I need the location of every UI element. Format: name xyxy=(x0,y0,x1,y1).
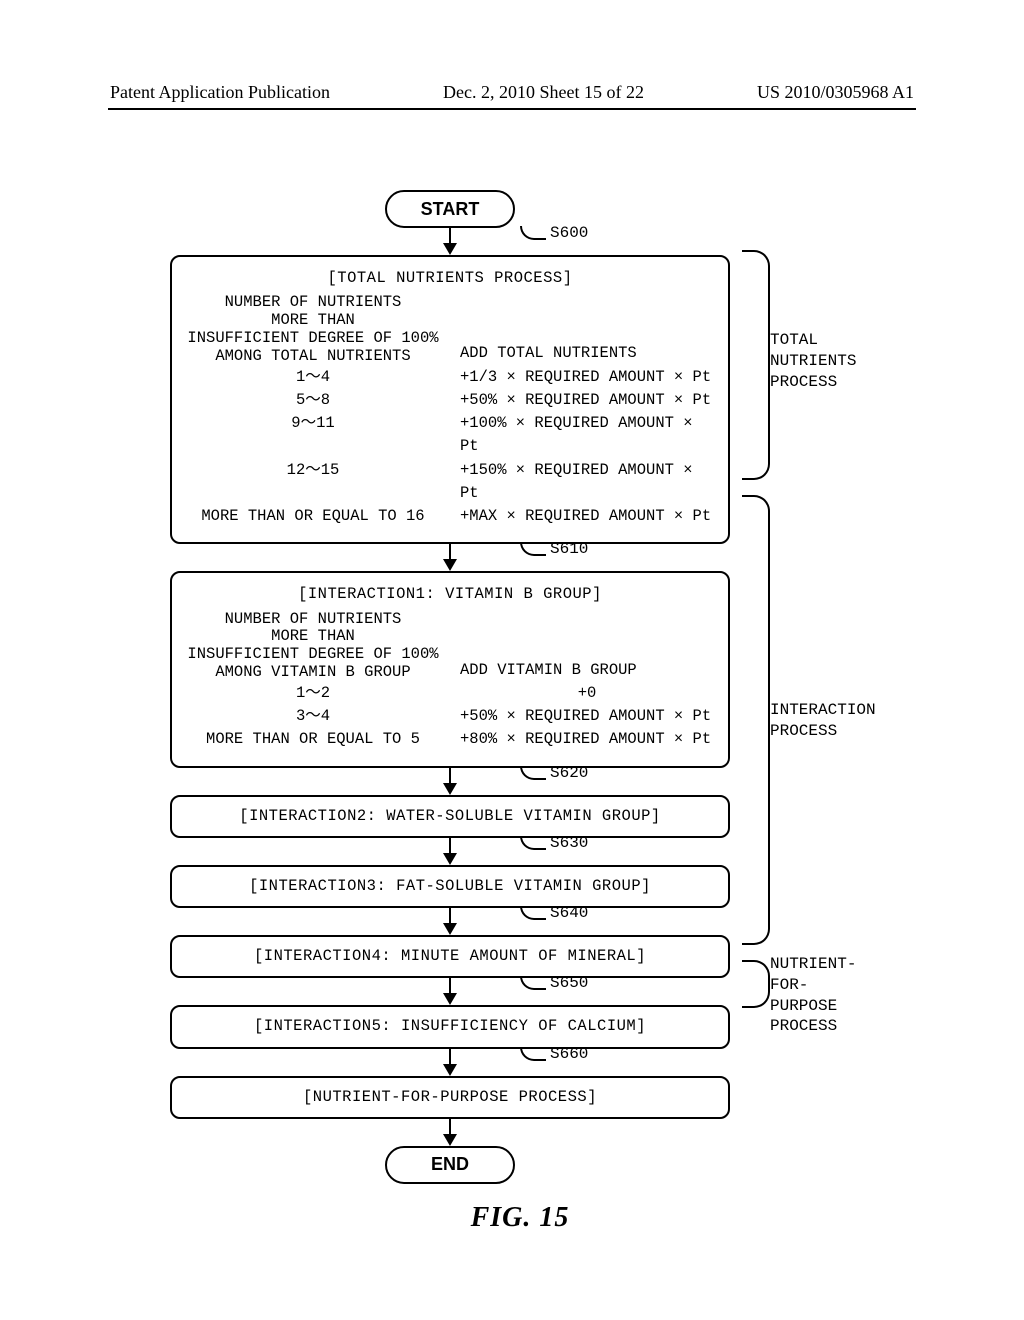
cell: 5～8 xyxy=(186,389,440,412)
arrow xyxy=(449,978,451,994)
box-title: [INTERACTION4: MINUTE AMOUNT OF MINERAL] xyxy=(186,945,714,968)
step-label-s630: S630 xyxy=(550,834,588,852)
arrow-head-icon xyxy=(443,783,457,795)
cell: +50% × REQUIRED AMOUNT × Pt xyxy=(460,705,714,728)
page: Patent Application Publication Dec. 2, 2… xyxy=(0,0,1024,1320)
cell: 1～2 xyxy=(186,682,440,705)
box-title: [TOTAL NUTRIENTS PROCESS] xyxy=(186,267,714,290)
bracket-purpose xyxy=(742,960,770,1008)
cell: +MAX × REQUIRED AMOUNT × Pt xyxy=(460,505,714,528)
arrow xyxy=(449,1049,451,1065)
box-title: [INTERACTION5: INSUFFICIENCY OF CALCIUM] xyxy=(186,1015,714,1038)
arrow-head-icon xyxy=(443,993,457,1005)
header-rule xyxy=(108,108,916,110)
cell: 12～15 xyxy=(186,459,440,506)
cell: +1/3 × REQUIRED AMOUNT × Pt xyxy=(460,366,714,389)
step-label-s640: S640 xyxy=(550,904,588,922)
figure-caption: FIG. 15 xyxy=(120,1202,920,1234)
arrow-head-icon xyxy=(443,1134,457,1146)
bracket-label-purpose: NUTRIENT- FOR-PURPOSE PROCESS xyxy=(770,954,856,1037)
flow-column: START S600 [TOTAL NUTRIENTS PROCESS] NUM… xyxy=(170,190,730,1184)
cell: +0 xyxy=(460,682,714,705)
start-terminal: START xyxy=(385,190,515,228)
cell: 1～4 xyxy=(186,366,440,389)
arrow xyxy=(449,838,451,854)
header-right: US 2010/0305968 A1 xyxy=(757,82,914,103)
arrow xyxy=(449,1119,451,1135)
cell: 3～4 xyxy=(186,705,440,728)
cell: +150% × REQUIRED AMOUNT × Pt xyxy=(460,459,714,506)
arrow xyxy=(449,908,451,924)
process-box-s610: [INTERACTION1: VITAMIN B GROUP] NUMBER O… xyxy=(170,571,730,767)
arrow xyxy=(449,544,451,560)
step-label-s600: S600 xyxy=(550,224,588,242)
cell: 9～11 xyxy=(186,412,440,459)
cell: +100% × REQUIRED AMOUNT × Pt xyxy=(460,412,714,459)
process-box-s600: [TOTAL NUTRIENTS PROCESS] NUMBER OF NUTR… xyxy=(170,255,730,544)
box-title: [NUTRIENT-FOR-PURPOSE PROCESS] xyxy=(186,1086,714,1109)
figure-area: START S600 [TOTAL NUTRIENTS PROCESS] NUM… xyxy=(120,190,920,1234)
bracket-label-interaction: INTERACTION PROCESS xyxy=(770,700,876,742)
box-title: [INTERACTION1: VITAMIN B GROUP] xyxy=(186,583,714,606)
end-label: END xyxy=(431,1154,469,1175)
col-header-right: ADD VITAMIN B GROUP xyxy=(460,659,714,682)
arrow-head-icon xyxy=(443,559,457,571)
arrow xyxy=(449,768,451,784)
end-terminal: END xyxy=(385,1146,515,1184)
arrow-head-icon xyxy=(443,853,457,865)
arrow-head-icon xyxy=(443,923,457,935)
box-title: [INTERACTION3: FAT-SOLUBLE VITAMIN GROUP… xyxy=(186,875,714,898)
process-box-s650: [INTERACTION5: INSUFFICIENCY OF CALCIUM] xyxy=(170,1005,730,1048)
col-header-right: ADD TOTAL NUTRIENTS xyxy=(460,342,714,365)
header-left: Patent Application Publication xyxy=(110,82,330,103)
bracket-total-nutrients xyxy=(742,250,770,480)
step-label-s620: S620 xyxy=(550,764,588,782)
cell: MORE THAN OR EQUAL TO 5 xyxy=(186,728,440,751)
process-box-s640: [INTERACTION4: MINUTE AMOUNT OF MINERAL] xyxy=(170,935,730,978)
start-label: START xyxy=(421,199,480,220)
process-box-s630: [INTERACTION3: FAT-SOLUBLE VITAMIN GROUP… xyxy=(170,865,730,908)
col-header-left: NUMBER OF NUTRIENTS MORE THAN INSUFFICIE… xyxy=(186,294,440,365)
cell: +80% × REQUIRED AMOUNT × Pt xyxy=(460,728,714,751)
process-box-s660: [NUTRIENT-FOR-PURPOSE PROCESS] xyxy=(170,1076,730,1119)
step-label-s660: S660 xyxy=(550,1045,588,1063)
process-box-s620: [INTERACTION2: WATER-SOLUBLE VITAMIN GRO… xyxy=(170,795,730,838)
page-header: Patent Application Publication Dec. 2, 2… xyxy=(0,82,1024,103)
cell: MORE THAN OR EQUAL TO 16 xyxy=(186,505,440,528)
arrow-head-icon xyxy=(443,243,457,255)
box-title: [INTERACTION2: WATER-SOLUBLE VITAMIN GRO… xyxy=(186,805,714,828)
bracket-label-total: TOTAL NUTRIENTS PROCESS xyxy=(770,330,856,392)
col-header-left: NUMBER OF NUTRIENTS MORE THAN INSUFFICIE… xyxy=(186,611,440,682)
arrow-head-icon xyxy=(443,1064,457,1076)
step-label-s650: S650 xyxy=(550,974,588,992)
bracket-interaction xyxy=(742,495,770,945)
arrow xyxy=(449,228,451,244)
cell: +50% × REQUIRED AMOUNT × Pt xyxy=(460,389,714,412)
header-center: Dec. 2, 2010 Sheet 15 of 22 xyxy=(443,82,644,103)
step-label-s610: S610 xyxy=(550,540,588,558)
